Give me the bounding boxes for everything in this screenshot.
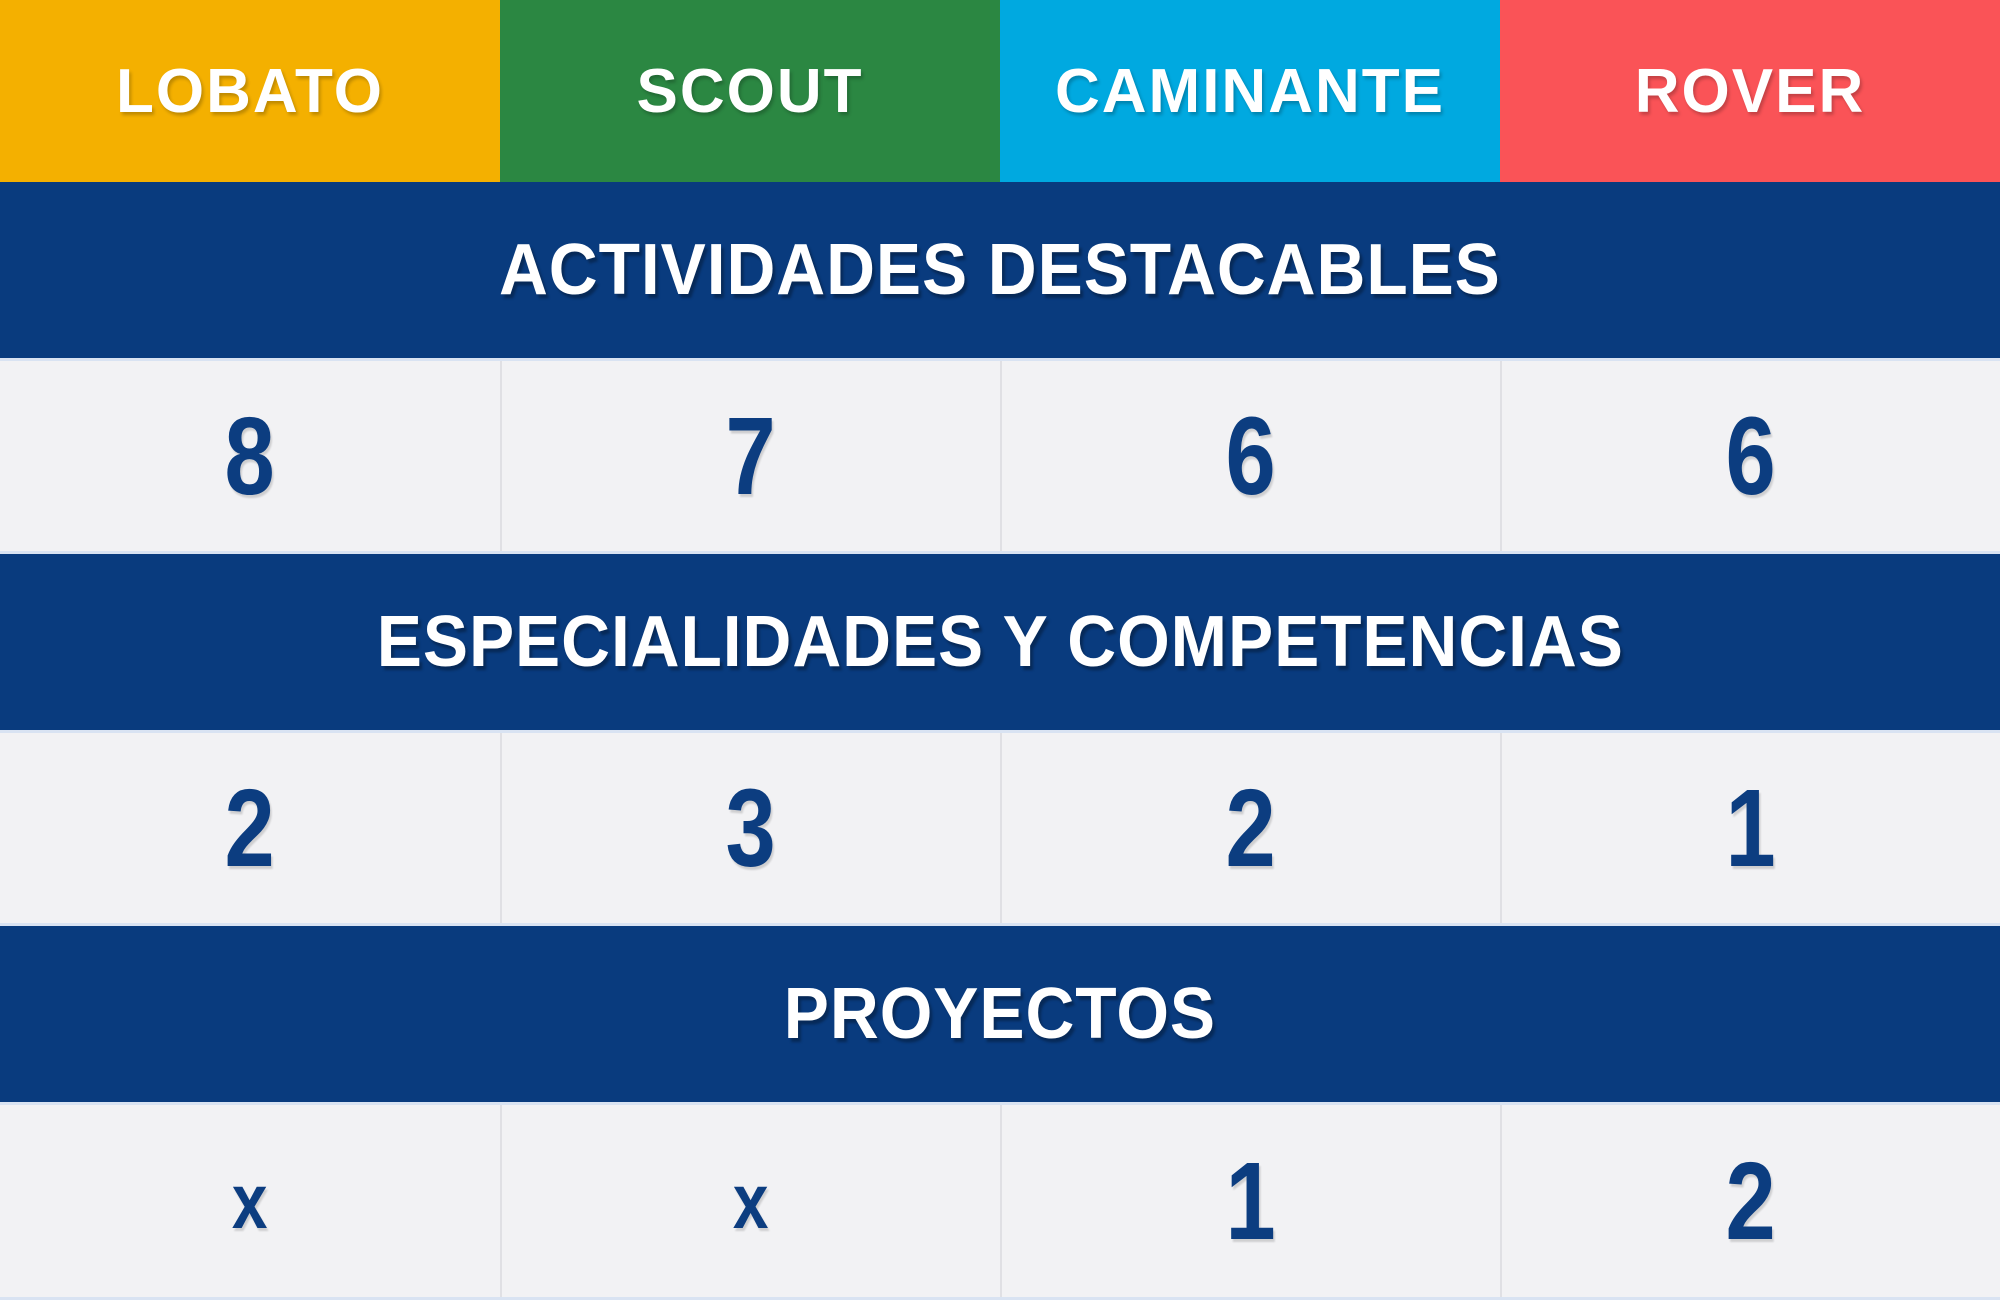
value-text: x <box>733 1156 769 1245</box>
value-text: 7 <box>725 394 777 518</box>
value-row-proyectos: x x 1 2 <box>0 1102 2000 1300</box>
value-text: 8 <box>224 394 276 518</box>
value-cell-actividades-lobato: 8 <box>0 361 500 551</box>
value-cell-proyectos-lobato: x <box>0 1105 500 1297</box>
value-cell-especialidades-rover: 1 <box>1500 733 2000 923</box>
value-row-especialidades: 2 3 2 1 <box>0 730 2000 926</box>
value-cell-proyectos-rover: 2 <box>1500 1105 2000 1297</box>
header-row: LOBATO SCOUT CAMINANTE ROVER <box>0 0 2000 182</box>
value-cell-especialidades-caminante: 2 <box>1000 733 1500 923</box>
value-cell-proyectos-caminante: 1 <box>1000 1105 1500 1297</box>
column-header-lobato: LOBATO <box>0 0 500 182</box>
section-banner-proyectos: PROYECTOS <box>0 926 2000 1102</box>
column-header-scout: SCOUT <box>500 0 1000 182</box>
value-text: 1 <box>1225 1139 1277 1263</box>
section-banner-actividades: ACTIVIDADES DESTACABLES <box>0 182 2000 358</box>
value-cell-actividades-rover: 6 <box>1500 361 2000 551</box>
value-text: 2 <box>1725 1139 1777 1263</box>
value-cell-actividades-scout: 7 <box>500 361 1000 551</box>
value-text: 3 <box>725 766 777 890</box>
section-title: ACTIVIDADES DESTACABLES <box>499 230 1501 310</box>
section-title: PROYECTOS <box>783 974 1217 1054</box>
value-cell-proyectos-scout: x <box>500 1105 1000 1297</box>
value-text: 2 <box>224 766 276 890</box>
value-text: 6 <box>1225 394 1277 518</box>
value-cell-especialidades-lobato: 2 <box>0 733 500 923</box>
value-text: 6 <box>1725 394 1777 518</box>
value-cell-actividades-caminante: 6 <box>1000 361 1500 551</box>
value-cell-especialidades-scout: 3 <box>500 733 1000 923</box>
value-text: x <box>232 1156 268 1245</box>
value-text: 1 <box>1725 766 1777 890</box>
value-text: 2 <box>1225 766 1277 890</box>
column-header-caminante: CAMINANTE <box>1000 0 1500 182</box>
section-banner-especialidades: ESPECIALIDADES Y COMPETENCIAS <box>0 554 2000 730</box>
column-header-rover: ROVER <box>1500 0 2000 182</box>
value-row-actividades: 8 7 6 6 <box>0 358 2000 554</box>
section-title: ESPECIALIDADES Y COMPETENCIAS <box>376 602 1624 682</box>
